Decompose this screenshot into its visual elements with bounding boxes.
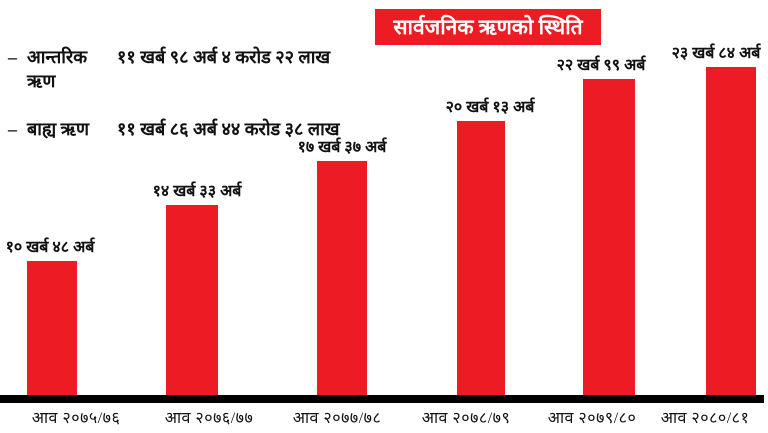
bar-value-label-4: २० खर्ब १३ अर्ब xyxy=(445,99,535,116)
legend-value-external: ११ खर्ब ८६ अर्ब ४४ करोड ३८ लाख xyxy=(117,119,340,139)
bar-value-label-2: १४ खर्ब ३३ अर्ब xyxy=(152,183,242,200)
bar-4 xyxy=(457,121,505,395)
x-axis-label-1: आव २०७५/७६ xyxy=(31,410,121,427)
bar-2 xyxy=(166,205,218,395)
legend-item-internal-debt: – आन्तरिक ऋण ११ खर्ब ९८ अर्ब ४ करोड २२ ल… xyxy=(8,45,339,93)
legend-dash: – xyxy=(8,47,17,67)
legend-label-internal: आन्तरिक ऋण xyxy=(27,47,88,91)
bar-6 xyxy=(706,67,756,395)
x-axis-label-6: आव २०८०/८१ xyxy=(660,410,750,427)
legend-label-external: बाह्य ऋण xyxy=(27,119,89,139)
x-axis-line xyxy=(0,395,764,403)
chart-title: सार्वजनिक ऋणको स्थिति xyxy=(393,15,583,39)
legend-dash: – xyxy=(8,119,17,139)
x-axis-label-3: आव २०७७/७८ xyxy=(292,410,382,427)
bar-value-label-1: १० खर्ब ४८ अर्ब xyxy=(5,239,95,256)
chart-title-box: सार्वजनिक ऋणको स्थिति xyxy=(375,9,601,45)
x-axis-label-4: आव २०७८/७९ xyxy=(421,410,511,427)
bar-value-label-6: २३ खर्ब ८४ अर्ब xyxy=(671,45,761,62)
bar-1 xyxy=(27,261,77,395)
legend-value-internal: ११ खर्ब ९८ अर्ब ४ करोड २२ लाख xyxy=(117,47,331,67)
bar-5 xyxy=(583,79,635,395)
x-axis-label-2: आव २०७६/७७ xyxy=(164,410,254,427)
legend: – आन्तरिक ऋण ११ खर्ब ९८ अर्ब ४ करोड २२ ल… xyxy=(8,45,339,165)
x-axis-label-5: आव २०७९/८० xyxy=(547,410,637,427)
legend-item-external-debt: – बाह्य ऋण ११ खर्ब ८६ अर्ब ४४ करोड ३८ ला… xyxy=(8,117,339,141)
bar-value-label-5: २२ खर्ब ९९ अर्ब xyxy=(556,57,646,74)
bar-value-label-3: १७ खर्ब ३७ अर्ब xyxy=(297,139,387,156)
bar-3 xyxy=(317,161,367,395)
